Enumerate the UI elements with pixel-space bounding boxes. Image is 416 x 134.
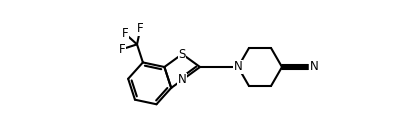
- Text: S: S: [178, 48, 186, 61]
- Text: N: N: [310, 60, 318, 74]
- Text: F: F: [122, 27, 129, 40]
- Text: N: N: [178, 73, 187, 86]
- Text: N: N: [234, 60, 243, 74]
- Text: F: F: [137, 22, 144, 35]
- Text: F: F: [119, 43, 125, 56]
